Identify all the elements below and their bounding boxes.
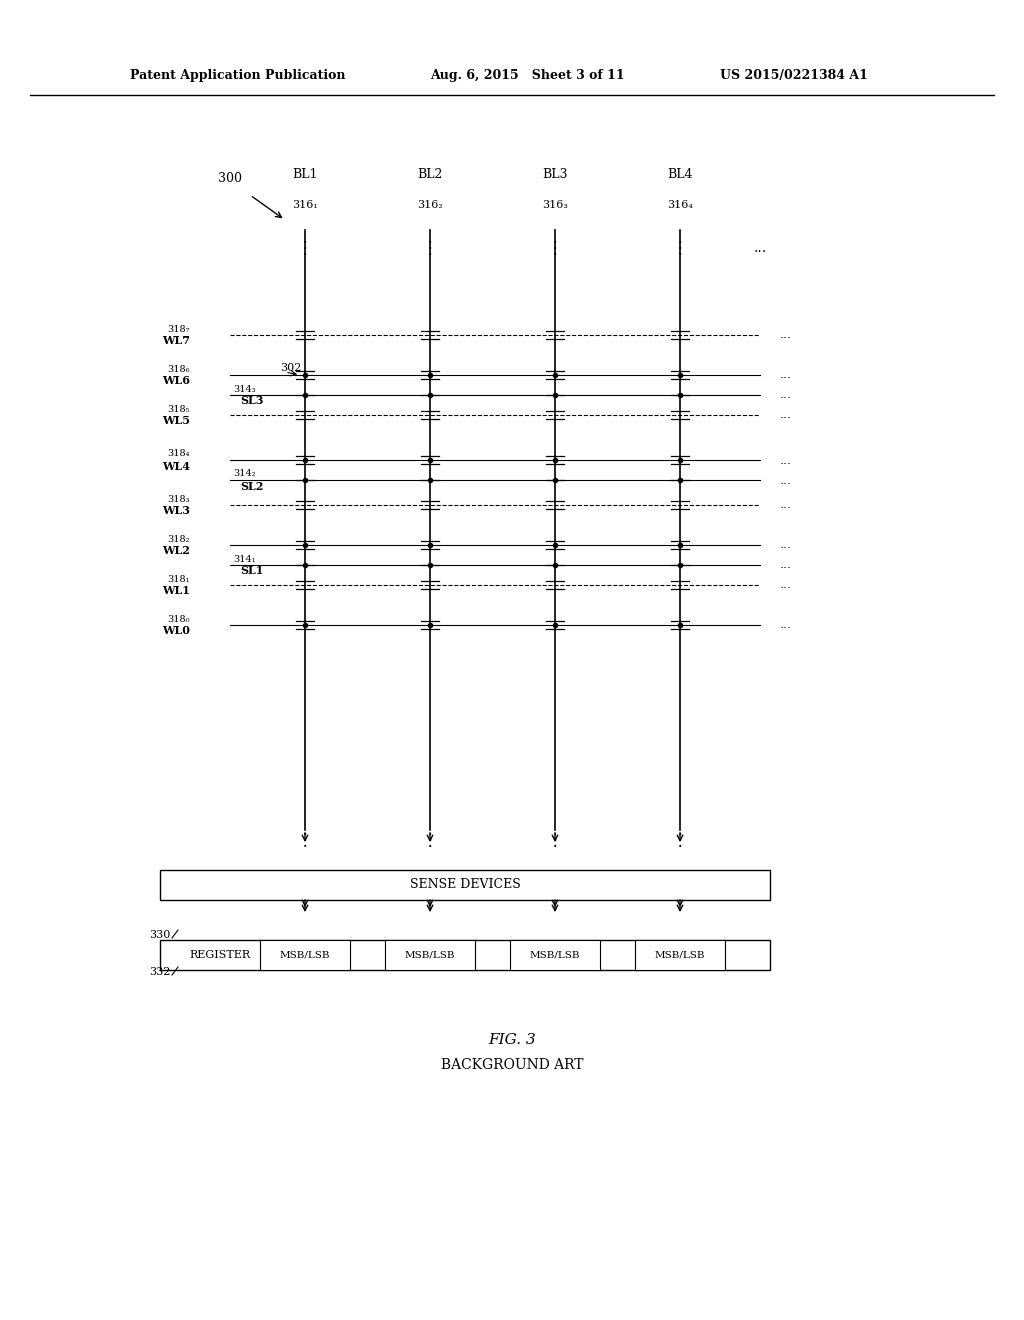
- Text: 318₃: 318₃: [168, 495, 190, 503]
- Text: ...: ...: [780, 388, 792, 401]
- Text: Aug. 6, 2015   Sheet 3 of 11: Aug. 6, 2015 Sheet 3 of 11: [430, 69, 625, 82]
- Text: REGISTER: REGISTER: [189, 950, 251, 960]
- Text: 318₀: 318₀: [168, 615, 190, 623]
- Text: ...: ...: [780, 454, 792, 466]
- Text: 318₅: 318₅: [168, 404, 190, 413]
- Text: 314₁: 314₁: [233, 554, 256, 564]
- Text: 316₄: 316₄: [667, 201, 693, 210]
- Text: 302: 302: [280, 363, 301, 374]
- FancyBboxPatch shape: [260, 940, 350, 970]
- Text: 316₁: 316₁: [292, 201, 317, 210]
- Text: WL5: WL5: [162, 416, 190, 426]
- Text: MSB/LSB: MSB/LSB: [654, 950, 706, 960]
- Text: BACKGROUND ART: BACKGROUND ART: [440, 1059, 584, 1072]
- Text: ...: ...: [780, 539, 792, 552]
- FancyBboxPatch shape: [385, 940, 475, 970]
- Text: ...: ...: [780, 368, 792, 381]
- Text: 318₁: 318₁: [168, 574, 190, 583]
- Text: SL3: SL3: [240, 396, 263, 407]
- Text: ⋮: ⋮: [547, 239, 563, 257]
- Text: ...: ...: [780, 619, 792, 631]
- Text: WL1: WL1: [162, 586, 190, 597]
- Text: WL6: WL6: [162, 375, 190, 387]
- Text: MSB/LSB: MSB/LSB: [404, 950, 456, 960]
- Text: 318₄: 318₄: [168, 450, 190, 458]
- Text: 318₆: 318₆: [167, 364, 190, 374]
- Text: WL7: WL7: [162, 335, 190, 346]
- Text: 300: 300: [218, 172, 242, 185]
- Text: 332: 332: [148, 968, 170, 977]
- Text: ⋮: ⋮: [422, 239, 438, 257]
- Text: 314₂: 314₂: [233, 470, 256, 479]
- Text: WL0: WL0: [162, 626, 190, 636]
- Text: WL2: WL2: [162, 545, 190, 557]
- Text: ...: ...: [780, 329, 792, 342]
- Text: ...: ...: [780, 474, 792, 487]
- Text: ...: ...: [780, 499, 792, 511]
- Text: 314₃: 314₃: [233, 384, 256, 393]
- Text: ...: ...: [780, 408, 792, 421]
- FancyBboxPatch shape: [160, 940, 770, 970]
- FancyBboxPatch shape: [510, 940, 600, 970]
- Text: SL2: SL2: [240, 480, 263, 491]
- Text: ⋮: ⋮: [297, 832, 313, 849]
- Text: 330: 330: [148, 931, 170, 940]
- Text: 318₇: 318₇: [168, 325, 190, 334]
- Text: MSB/LSB: MSB/LSB: [529, 950, 581, 960]
- Text: ...: ...: [780, 558, 792, 572]
- Text: ⋮: ⋮: [547, 832, 563, 849]
- Text: ⋮: ⋮: [672, 832, 688, 849]
- Text: SL1: SL1: [240, 565, 263, 577]
- Text: ⋮: ⋮: [672, 239, 688, 257]
- Text: ...: ...: [780, 578, 792, 591]
- Text: WL4: WL4: [162, 461, 190, 471]
- Text: Patent Application Publication: Patent Application Publication: [130, 69, 345, 82]
- Text: BL1: BL1: [292, 169, 317, 181]
- Text: US 2015/0221384 A1: US 2015/0221384 A1: [720, 69, 868, 82]
- FancyBboxPatch shape: [635, 940, 725, 970]
- Text: BL2: BL2: [418, 169, 442, 181]
- Text: ...: ...: [754, 242, 767, 255]
- Text: 316₃: 316₃: [542, 201, 568, 210]
- Text: 316₂: 316₂: [417, 201, 442, 210]
- Text: BL3: BL3: [543, 169, 567, 181]
- Text: MSB/LSB: MSB/LSB: [280, 950, 331, 960]
- FancyBboxPatch shape: [160, 870, 770, 900]
- Text: BL4: BL4: [668, 169, 693, 181]
- Text: ⋮: ⋮: [297, 239, 313, 257]
- Text: SENSE DEVICES: SENSE DEVICES: [410, 879, 520, 891]
- Text: FIG. 3: FIG. 3: [488, 1034, 536, 1047]
- Text: WL3: WL3: [162, 506, 190, 516]
- Text: ⋮: ⋮: [422, 832, 438, 849]
- Text: 318₂: 318₂: [168, 535, 190, 544]
